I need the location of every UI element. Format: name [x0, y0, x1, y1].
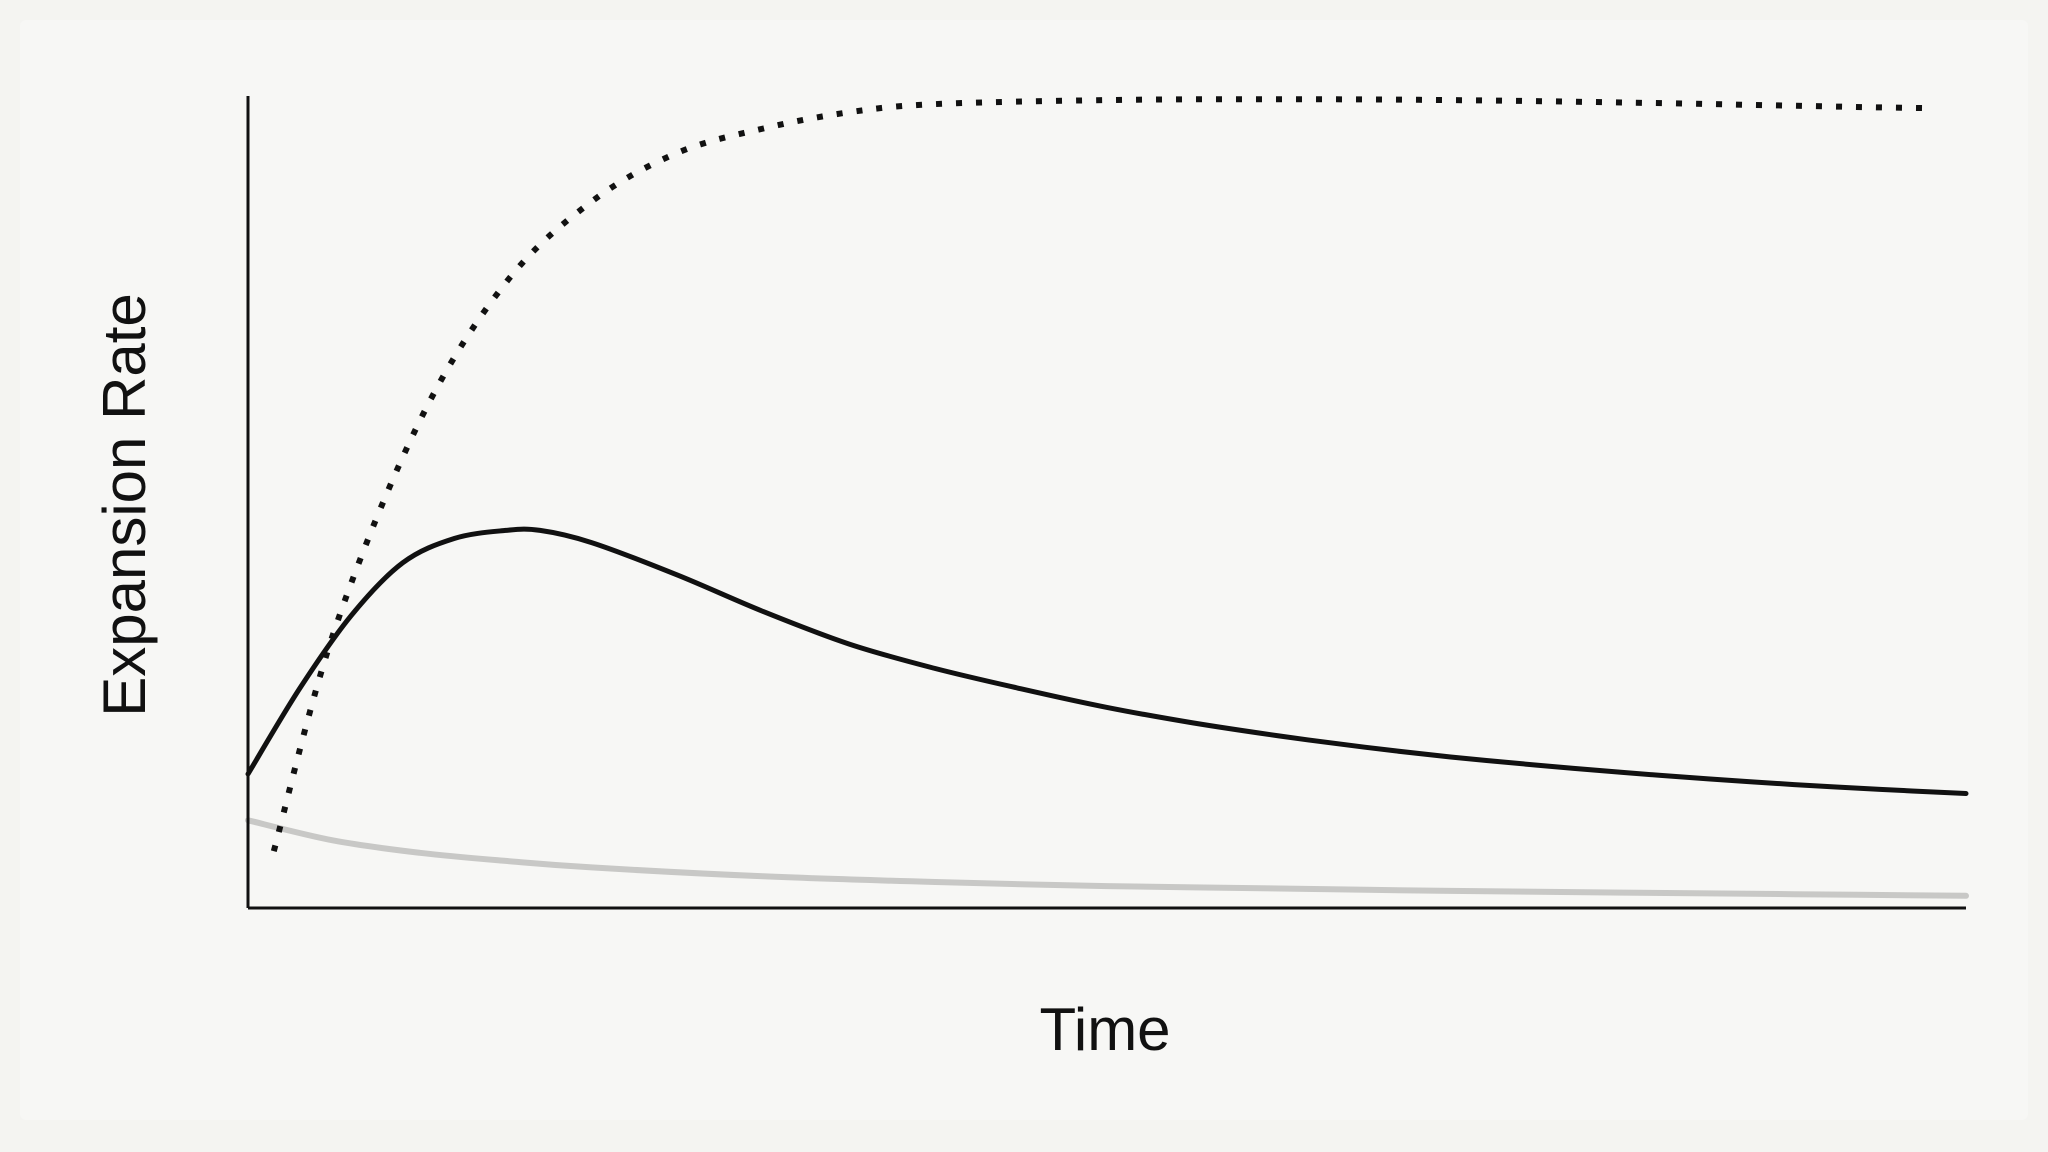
light-series-line [245, 817, 1969, 899]
x-axis-label: Time [1039, 996, 1170, 1063]
solid-series-line [245, 526, 1969, 796]
dotted-series-line [270, 96, 1932, 852]
y-axis-label: Expansion Rate [91, 293, 158, 717]
series-layer [245, 96, 1969, 899]
chart-panel [20, 20, 2028, 1120]
